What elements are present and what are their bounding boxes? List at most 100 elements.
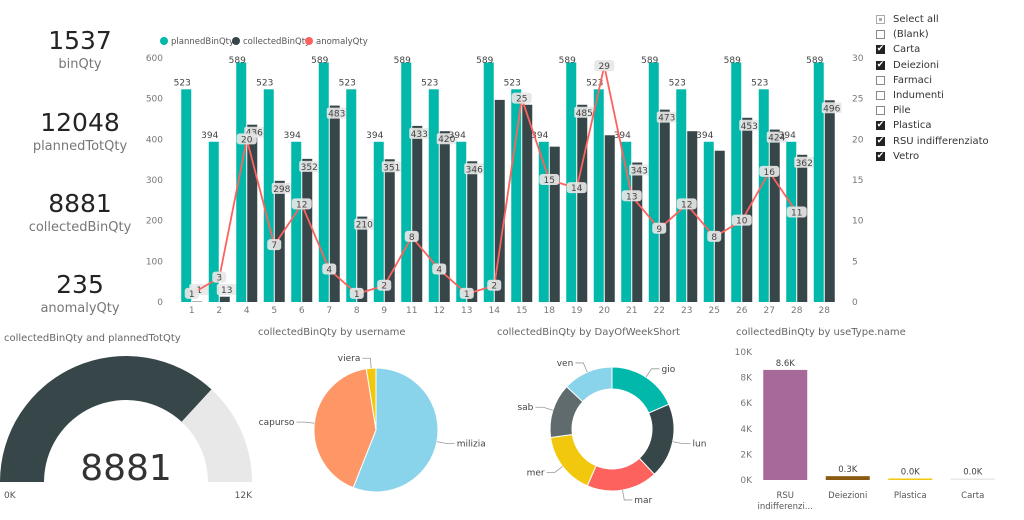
slicer-item[interactable]: Pile	[876, 103, 1024, 118]
slicer-item[interactable]: Indumenti	[876, 88, 1024, 103]
planned-bar	[373, 141, 384, 302]
collected-label-bg	[766, 131, 787, 143]
x-tick-label: 25	[709, 306, 720, 316]
slicer-item-label: RSU indifferenziato	[893, 135, 989, 147]
y2-tick-label: 25	[852, 95, 863, 105]
planned-data-label: 523	[669, 78, 686, 88]
anomaly-data-label: 2	[381, 282, 387, 292]
planned-bar	[291, 141, 302, 302]
gauge-value-arc	[0, 356, 212, 482]
planned-data-label: 523	[256, 78, 273, 88]
x-tick-label: 27	[764, 306, 775, 316]
y-tick-label: 500	[146, 95, 163, 105]
checkbox-checked-icon[interactable]: ✔	[876, 44, 885, 55]
planned-data-label: 589	[394, 56, 411, 66]
anomaly-data-label: 7	[271, 241, 277, 251]
anomaly-label-bg	[511, 92, 532, 104]
anomaly-label-bg	[184, 287, 199, 299]
slicer-item[interactable]: ✔ Carta	[876, 42, 1024, 57]
slicer-item[interactable]: ✔ Plastica	[876, 118, 1024, 133]
anomaly-label-bg	[707, 230, 722, 242]
legend-label: plannedBinQty	[171, 37, 234, 47]
anomaly-data-label: 8	[711, 233, 717, 243]
planned-data-label: 394	[284, 131, 301, 141]
checkbox-checked-icon[interactable]: ✔	[876, 135, 885, 146]
anomaly-data-label: 10	[736, 217, 748, 227]
slicer-item[interactable]: ✔ Deiezioni	[876, 58, 1024, 73]
collected-data-label: 210	[356, 221, 373, 231]
x-tick-label: 13	[461, 306, 472, 316]
collected-bar	[302, 158, 313, 302]
kpi-value: 8881	[48, 189, 112, 218]
checkbox-icon[interactable]	[876, 91, 885, 101]
collected-bar	[824, 100, 835, 302]
collected-label-bg	[271, 182, 292, 194]
slice-leader-line	[575, 362, 588, 373]
planned-data-label: 589	[641, 56, 658, 66]
anomaly-label-bg	[404, 230, 419, 242]
planned-data-label: 523	[504, 78, 521, 88]
slicer-item-label: (Blank)	[893, 29, 929, 41]
collected-bar	[219, 296, 230, 302]
slicer-item[interactable]: Farmaci	[876, 73, 1024, 88]
checkbox-checked-icon[interactable]: ✔	[876, 120, 885, 131]
checkbox-icon[interactable]	[876, 106, 885, 116]
collected-data-label: 298	[273, 185, 290, 195]
y-tick-label: 8K	[740, 374, 753, 384]
planned-bar	[676, 89, 687, 303]
collected-data-label: 351	[383, 163, 400, 173]
slice-leader-line	[645, 368, 660, 378]
planned-data-label: 394	[779, 131, 796, 141]
pie-title: collectedBinQty by username	[258, 327, 406, 338]
x-tick-label: 4	[244, 306, 250, 316]
collected-label-bg	[326, 107, 347, 119]
kpi-anomaly-qty: 235 anomalyQty	[0, 270, 160, 318]
combo-chart: plannedBinQty collectedBinQty anomalyQty 0 1…	[146, 37, 864, 316]
x-tick-label: Plastica	[894, 491, 927, 501]
anomaly-label-bg	[349, 287, 364, 299]
collected-bar	[357, 216, 368, 302]
planned-bar	[703, 141, 714, 302]
anomaly-label-bg	[759, 165, 780, 177]
anomaly-label-bg	[236, 133, 257, 145]
y-tick-label: 10K	[735, 348, 753, 358]
y2-tick-label: 30	[852, 54, 864, 64]
slicer-item[interactable]: ✔ RSU indifferenziato	[876, 134, 1024, 149]
anomaly-label-bg	[212, 271, 227, 283]
x-tick-label: 12	[434, 306, 445, 316]
y-tick-label: 300	[146, 176, 163, 186]
bar-data-label: 0.0K	[963, 468, 983, 478]
collected-label-bg	[574, 106, 595, 118]
use-type-slicer: Select all (Blank) ✔ Carta ✔ Deiezioni Farmaci…	[876, 12, 1024, 164]
anomaly-data-label: 15	[544, 176, 555, 186]
planned-bar	[511, 89, 522, 303]
planned-bar	[456, 141, 467, 302]
checkbox-icon[interactable]	[876, 75, 885, 85]
checkbox-checked-icon[interactable]: ✔	[876, 150, 885, 161]
planned-bar	[621, 141, 632, 302]
anomaly-label-bg	[291, 198, 312, 210]
checkbox-checked-icon[interactable]: ✔	[876, 59, 885, 70]
collected-bar	[467, 161, 478, 302]
planned-data-label: 394	[614, 131, 631, 141]
collected-data-label: 346	[466, 165, 483, 175]
kpi-planned-tot-qty: 12048 plannedTotQty	[0, 108, 160, 156]
y-tick-label: 4K	[740, 425, 753, 435]
x-tick-label: RSU	[776, 491, 794, 501]
planned-bar	[346, 89, 357, 303]
y-tick-label: 0	[157, 298, 163, 308]
slicer-item[interactable]: Select all	[876, 12, 1024, 27]
y2-tick-label: 10	[852, 217, 864, 227]
slicer-item[interactable]: (Blank)	[876, 27, 1024, 42]
anomaly-label-bg	[377, 279, 392, 291]
slicer-item[interactable]: ✔ Vetro	[876, 149, 1024, 164]
checkbox-icon[interactable]	[876, 30, 885, 40]
usetype-bar	[825, 476, 870, 480]
anomaly-data-label: 4	[326, 265, 332, 275]
y-tick-label: 100	[146, 257, 163, 267]
gauge-min-label: 0K	[4, 491, 17, 501]
planned-bar	[538, 141, 549, 302]
anomaly-label-bg	[731, 214, 752, 226]
checkbox-icon[interactable]	[876, 15, 885, 25]
collected-label-bg	[794, 156, 815, 168]
